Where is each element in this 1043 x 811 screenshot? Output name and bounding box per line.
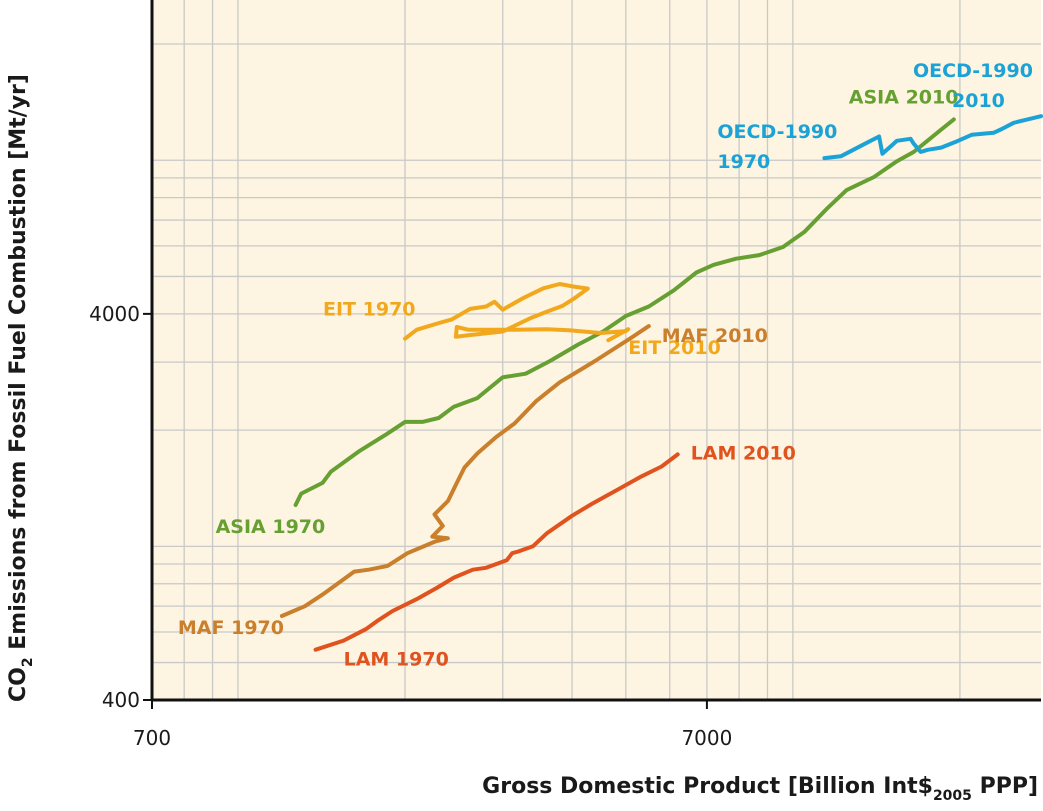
axes: [143, 0, 1041, 709]
y-tick-label: 4000: [89, 302, 140, 326]
series-label-eit-end: EIT 2010: [628, 337, 721, 359]
series-label-maf-end: MAF 2010: [662, 325, 768, 347]
series-label-eit-start: EIT 1970: [323, 299, 416, 321]
x-tick-label: 700: [133, 726, 171, 750]
series-line-asia: [293, 117, 956, 507]
series-label-oecd-1990-start: OECD-1990: [717, 121, 837, 143]
series-lines: [279, 114, 1043, 652]
series-label-asia-end: ASIA 2010: [849, 86, 959, 108]
series-label-oecd-1990-end: OECD-1990: [913, 60, 1033, 82]
y-axis-title: CO2 Emissions from Fossil Fuel Combustio…: [6, 74, 36, 702]
series-label-lam-start: LAM 1970: [344, 649, 449, 671]
y-tick-label: 400: [102, 688, 140, 712]
tick-labels: 700 7000 400 4000: [89, 302, 732, 750]
y-axis-title-subscript: 2: [20, 657, 36, 667]
series-label-oecd-1990-end: 2010: [952, 90, 1005, 112]
series-label-asia-start: ASIA 1970: [216, 516, 326, 538]
y-axis-title-rest: Emissions from Fossil Fuel Combustion [M…: [6, 74, 31, 657]
grid: [152, 0, 1041, 700]
series-labels: ASIA 1970 ASIA 2010 OECD-1990 1970 OECD-1990…: [178, 60, 1033, 671]
x-axis-title: Gross Domestic Product [Billion Int$2005…: [482, 774, 1038, 804]
series-label-lam-end: LAM 2010: [691, 442, 796, 464]
x-tick-label: 7000: [681, 726, 732, 750]
x-axis-title-subscript: 2005: [933, 788, 972, 804]
series-label-maf-start: MAF 1970: [178, 617, 284, 639]
series-line-eit: [403, 282, 631, 343]
series-line-oecd-1990: [822, 114, 1043, 161]
series-line-maf: [279, 324, 651, 618]
series-label-oecd-1990-start: 1970: [717, 151, 770, 173]
series-line-lam: [313, 452, 680, 652]
x-axis-title-tail: PPP]: [972, 774, 1038, 799]
